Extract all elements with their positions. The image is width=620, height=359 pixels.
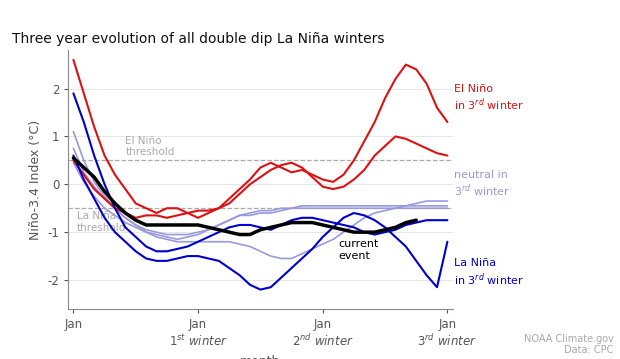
Text: La Niña
threshold: La Niña threshold bbox=[76, 211, 126, 233]
Y-axis label: Niño-3.4 Index (°C): Niño-3.4 Index (°C) bbox=[29, 120, 42, 239]
Text: La Niña
in 3$^{rd}$ winter: La Niña in 3$^{rd}$ winter bbox=[454, 258, 523, 288]
Text: NOAA Climate.gov
Data: CPC: NOAA Climate.gov Data: CPC bbox=[524, 334, 614, 355]
Text: El Niño
threshold: El Niño threshold bbox=[125, 136, 175, 158]
X-axis label: month: month bbox=[240, 355, 281, 359]
Text: neutral in
3$^{rd}$ winter: neutral in 3$^{rd}$ winter bbox=[454, 170, 510, 199]
Text: current
event: current event bbox=[339, 239, 379, 261]
Text: Three year evolution of all double dip La Niña winters: Three year evolution of all double dip L… bbox=[12, 32, 385, 46]
Text: El Niño
in 3$^{rd}$ winter: El Niño in 3$^{rd}$ winter bbox=[454, 84, 523, 113]
